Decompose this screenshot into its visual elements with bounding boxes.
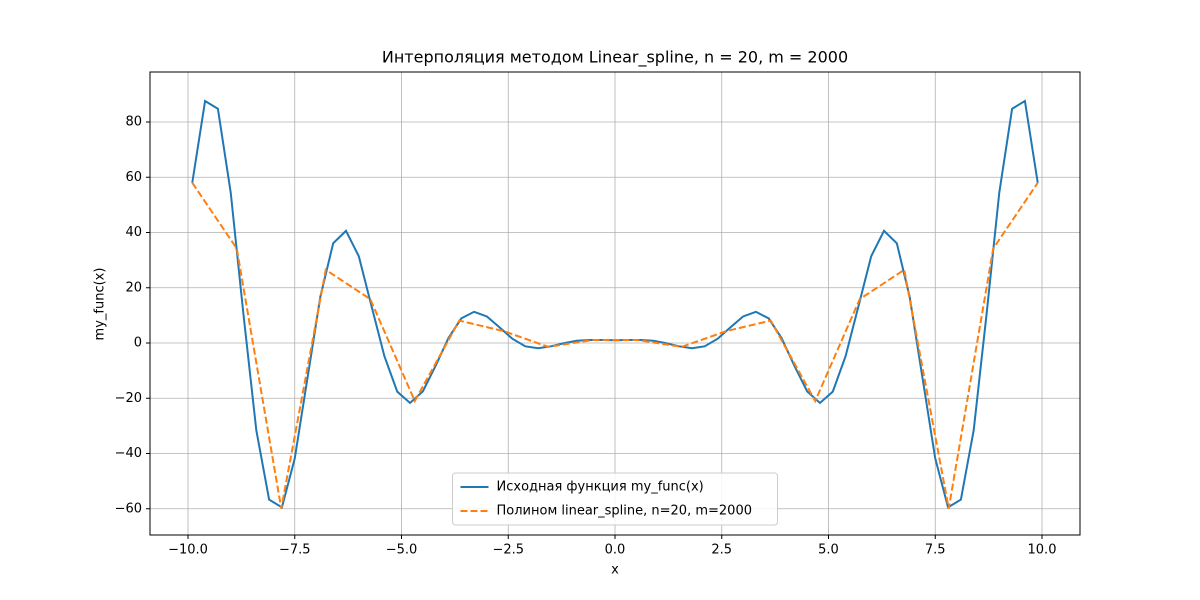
x-axis-label: x — [611, 563, 619, 578]
y-tick-label: 20 — [125, 280, 142, 295]
x-tick-label: −10.0 — [168, 543, 208, 558]
x-tick-label: −5.0 — [386, 543, 418, 558]
x-tick-label: −7.5 — [279, 543, 311, 558]
plot-frame — [149, 71, 1081, 536]
y-tick-label: 40 — [125, 225, 142, 240]
series-line — [191, 182, 1039, 509]
x-tick-label: 0.0 — [605, 543, 626, 558]
legend-label: Полином linear_spline, n=20, m=2000 — [497, 504, 752, 519]
y-axis-label: my_func(x) — [93, 268, 108, 341]
x-tick-label: 7.5 — [925, 543, 946, 558]
x-tick-label: 5.0 — [818, 543, 839, 558]
chart-title: Интерполяция методом Linear_spline, n = … — [382, 48, 848, 68]
y-tick-label: 0 — [134, 336, 142, 351]
legend: Исходная функция my_func(x) Полином linea… — [452, 472, 778, 526]
x-tick-label: 2.5 — [711, 543, 732, 558]
y-tick-label: −60 — [115, 501, 142, 516]
y-tick-label: 60 — [125, 170, 142, 185]
x-tick-label: 10.0 — [1028, 543, 1057, 558]
x-tick-label: −2.5 — [492, 543, 524, 558]
legend-label: Исходная функция my_func(x) — [497, 480, 704, 495]
y-tick-label: −40 — [115, 446, 142, 461]
y-tick-label: −20 — [115, 391, 142, 406]
legend-box — [452, 472, 778, 526]
y-tick-label: 80 — [125, 115, 142, 130]
